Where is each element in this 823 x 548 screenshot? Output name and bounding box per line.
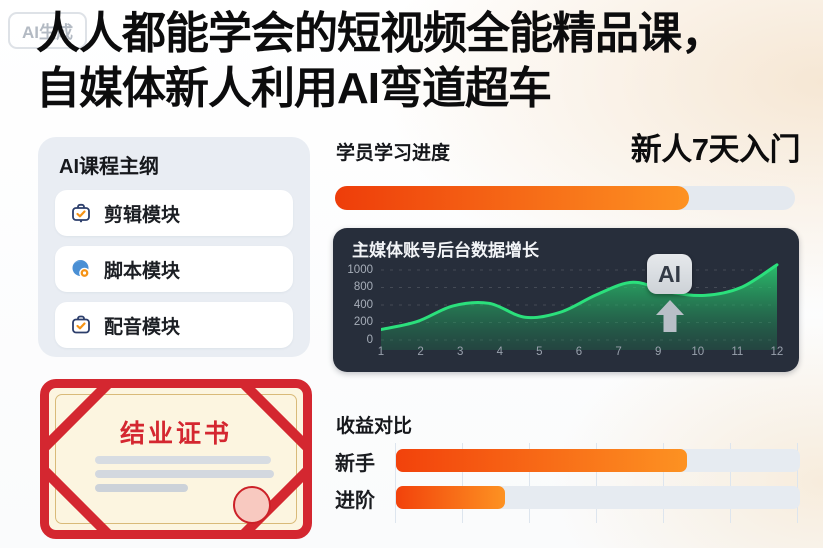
x-tick: 5 (536, 346, 543, 358)
income-bar-fill-0 (396, 449, 687, 472)
page-title-line1: 人人都能学会的短视频全能精品课， (36, 9, 725, 58)
certificate-placeholder-line (95, 456, 271, 464)
y-tick: 0 (366, 334, 373, 346)
progress-label: 学员学习进度 (336, 143, 451, 164)
ai-annotation-badge: AI (647, 254, 692, 294)
module-item-script[interactable]: 脚本模块 (55, 246, 293, 292)
x-tick: 2 (417, 346, 424, 358)
case-check-icon (70, 314, 92, 336)
page-title-line2: 自媒体新人利用AI弯道超车 (36, 64, 552, 113)
x-tick: 6 (575, 346, 583, 358)
x-tick: 9 (654, 346, 662, 358)
progress-headline: 新人7天入门 (630, 132, 801, 167)
certificate-placeholder-line (95, 484, 188, 492)
case-check-icon (70, 202, 92, 224)
ai-generated-watermark: AI生成 (8, 12, 87, 49)
x-tick: 11 (731, 346, 744, 358)
income-bar-track (396, 449, 800, 472)
certificate-inner-border (55, 394, 297, 524)
x-tick: 12 (770, 346, 784, 358)
income-category-label: 新手 (335, 453, 375, 475)
module-item-dubbing[interactable]: 配音模块 (55, 302, 293, 348)
module-label: 配音模块 (104, 316, 181, 338)
progress-fill (335, 186, 690, 210)
globe-pin-icon (70, 258, 92, 280)
certificate-seal (233, 486, 271, 524)
module-label: 剪辑模块 (104, 204, 181, 226)
income-bar-fill-1 (396, 486, 506, 509)
y-tick: 800 (353, 281, 373, 293)
certificate-card: 结业证书 (40, 379, 312, 539)
x-tick: 4 (496, 346, 503, 358)
x-tick: 10 (691, 346, 705, 358)
course-outline-panel: AI课程主纲 剪辑模块 脚本模块 (38, 137, 310, 357)
growth-area-chart (381, 263, 779, 350)
page-title: 人人都能学会的短视频全能精品课， 自媒体新人利用AI弯道超车 (36, 6, 725, 116)
course-outline-title: AI课程主纲 (59, 156, 159, 178)
y-tick: 1000 (347, 264, 373, 276)
progress-bar-track (335, 186, 795, 210)
certificate-title: 结业证书 (119, 420, 232, 448)
y-tick: 400 (353, 299, 373, 311)
growth-line (381, 263, 779, 331)
module-label: 脚本模块 (104, 260, 181, 282)
income-comparison-title: 收益对比 (336, 416, 413, 437)
ai-annotation-label: AI (658, 260, 681, 287)
income-bar-track (396, 486, 800, 509)
growth-chart-card: 主媒体账号后台数据增长 1000 800 400 200 0 1 2 3 4 5… (333, 228, 799, 372)
certificate-placeholder-line (95, 470, 274, 478)
x-tick: 1 (377, 346, 385, 358)
y-tick: 200 (353, 316, 373, 328)
growth-area-fill (381, 264, 777, 350)
x-tick: 7 (615, 346, 622, 358)
growth-chart-title: 主媒体账号后台数据增长 (352, 241, 539, 260)
x-axis-ticks: 1 2 3 4 5 6 7 9 10 11 12 (369, 346, 789, 358)
module-item-editing[interactable]: 剪辑模块 (55, 190, 293, 236)
x-tick: 3 (456, 346, 464, 358)
income-category-label: 进阶 (335, 490, 375, 512)
arrow-up-icon (655, 300, 685, 337)
